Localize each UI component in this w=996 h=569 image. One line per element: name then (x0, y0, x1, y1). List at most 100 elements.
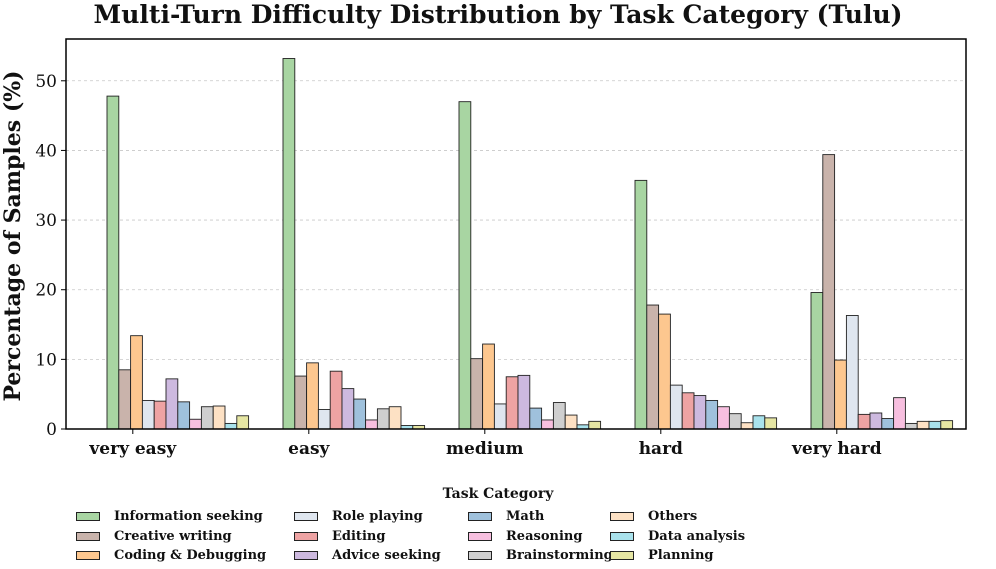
bar (705, 399, 719, 430)
bars (106, 58, 954, 430)
bar (693, 395, 707, 430)
bar (752, 415, 766, 430)
legend-label: Coding & Debugging (114, 548, 267, 564)
legend-label: Brainstorming (506, 548, 613, 564)
bar (388, 406, 402, 430)
legend-item: Data analysis (610, 527, 782, 547)
bar (646, 304, 660, 430)
bar (517, 374, 531, 430)
x-tick-label: easy (288, 439, 330, 459)
legend-item: Planning (610, 546, 782, 566)
y-tick-label: 40 (35, 141, 57, 161)
legend-swatch (76, 551, 100, 561)
bar (365, 419, 378, 430)
bar (740, 422, 754, 430)
legend-item: Brainstorming (468, 546, 613, 566)
legend-label: Advice seeking (332, 548, 441, 564)
legend-swatch (294, 551, 318, 561)
legend-label: Reasoning (506, 528, 583, 544)
bar (940, 420, 954, 430)
legend-label: Others (648, 509, 698, 525)
legend-swatch (76, 512, 100, 522)
legend-swatch (468, 531, 492, 541)
bar (564, 414, 578, 430)
legend-label: Math (506, 509, 545, 525)
bar (822, 154, 836, 430)
plot-frame (65, 38, 967, 430)
legend-label: Creative writing (114, 528, 232, 544)
bar (541, 419, 554, 430)
chart-title: Multi-Turn Difficulty Distribution by Ta… (93, 0, 903, 29)
bar (458, 101, 472, 430)
bar (341, 388, 355, 430)
legend-items: Information seeking Creative writing Codin… (76, 507, 936, 566)
bar (200, 406, 214, 430)
legend-label: Role playing (332, 509, 423, 525)
bar (904, 422, 918, 430)
legend-swatch (76, 531, 100, 541)
legend-item: Reasoning (468, 527, 610, 547)
bar (106, 95, 120, 430)
y-tick-label: 10 (35, 350, 57, 370)
bar (177, 401, 191, 430)
bar (282, 58, 296, 430)
bar (928, 420, 942, 430)
bar (916, 420, 930, 430)
y-axis-label: Percentage of Samples (%) (0, 70, 26, 401)
legend-label: Editing (332, 528, 386, 544)
bar (834, 359, 847, 430)
bar (189, 418, 202, 430)
bar (881, 418, 895, 430)
bar (353, 398, 367, 430)
bar (634, 179, 648, 430)
x-tick-label: medium (446, 439, 524, 459)
bar (153, 400, 167, 430)
bar (669, 384, 683, 430)
legend-item: Role playing (294, 507, 468, 527)
legend-item: Creative writing (76, 527, 294, 547)
x-axis: very easy easy medium hard very hard (88, 429, 882, 459)
legend-label: Planning (648, 548, 714, 564)
bar (869, 412, 883, 430)
bar (376, 408, 390, 430)
x-tick-label: very easy (88, 439, 177, 459)
bar (588, 420, 602, 430)
legend-item: Coding & Debugging (76, 546, 294, 566)
bar (470, 358, 484, 430)
x-tick-label: very hard (791, 439, 882, 459)
legend-swatch (294, 531, 318, 541)
bar (810, 292, 824, 430)
bar (329, 370, 343, 430)
bar (141, 399, 155, 430)
y-tick-label: 30 (35, 211, 57, 231)
y-tick-label: 20 (35, 281, 57, 301)
bar (857, 413, 871, 430)
bar (681, 392, 695, 430)
legend-swatch (610, 551, 634, 561)
legend-item: Math (468, 507, 610, 527)
y-tick-label: 0 (46, 420, 57, 440)
y-axis: 0 10 20 30 40 50 (35, 72, 66, 440)
bar (552, 402, 566, 430)
bar (306, 362, 319, 430)
bar (212, 405, 226, 430)
bar (728, 413, 742, 430)
bar (294, 375, 308, 430)
legend-item: Others (610, 507, 782, 527)
legend-swatch (610, 531, 634, 541)
bar (717, 406, 730, 430)
bar (130, 335, 143, 430)
bar (317, 409, 331, 430)
bar (165, 378, 179, 430)
legend-swatch (468, 551, 492, 561)
legend-label: Information seeking (114, 509, 263, 525)
legend-title: Task Category (442, 486, 554, 502)
bar (764, 417, 778, 430)
legend-swatch (294, 512, 318, 522)
legend-item: Advice seeking (294, 546, 468, 566)
x-tick-label: hard (639, 439, 683, 459)
bar (493, 403, 507, 430)
bar (505, 376, 519, 430)
legend-swatch (468, 512, 492, 522)
